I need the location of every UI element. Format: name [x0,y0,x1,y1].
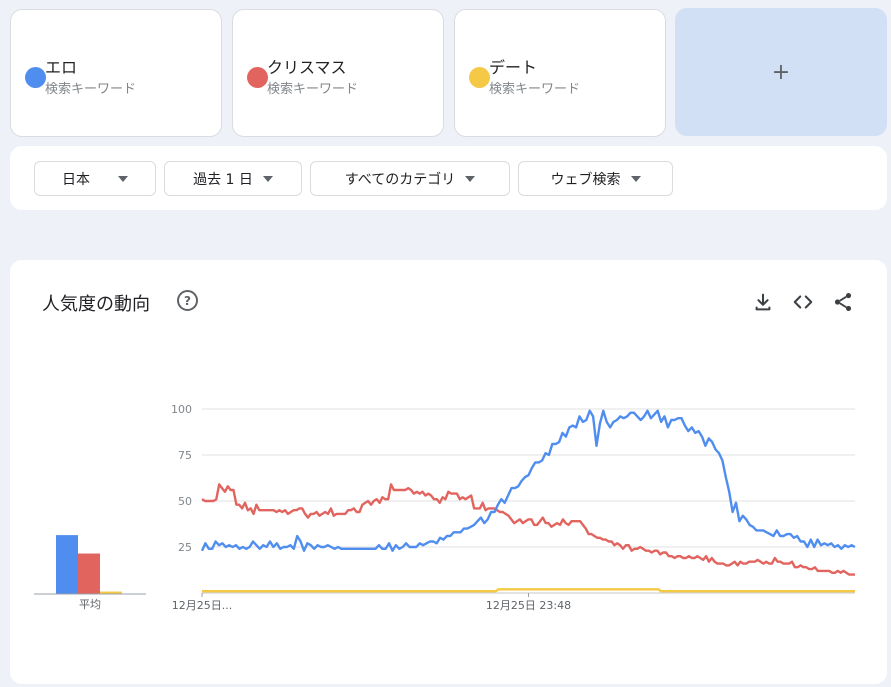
term-card-3[interactable]: デート 検索キーワード [454,9,666,137]
interest-line-chart: 25 50 75 100 12月25日... 12月25日 23:48 [171,403,856,612]
search-property-select[interactable]: ウェブ検索 [518,161,673,196]
average-bar-1 [56,535,78,594]
term-name[interactable]: クリスマス [267,58,347,77]
add-term-button[interactable]: + [675,8,887,136]
x-tick-label: 12月25日... [172,599,232,612]
download-icon[interactable] [752,291,774,313]
average-bar-chart: 平均 [34,535,146,611]
chevron-down-icon [118,175,128,182]
term-card-1[interactable]: エロ 検索キーワード [10,9,222,137]
chevron-down-icon [630,175,641,182]
term-card-2[interactable]: クリスマス 検索キーワード [232,9,444,137]
chevron-down-icon [262,175,273,182]
filter-bar: 日本 過去 1 日 すべてのカテゴリ ウェブ検索 [10,146,887,210]
panel-title: 人気度の動向 [42,294,150,315]
period-label: 過去 1 日 [193,171,253,188]
chevron-down-icon [465,175,476,182]
term-subtitle: 検索キーワード [489,82,581,97]
region-label: 日本 [62,171,90,188]
help-icon[interactable]: ? [177,290,198,311]
search-property-label: ウェブ検索 [550,171,621,188]
region-select[interactable]: 日本 [34,161,156,196]
interest-over-time-panel: 人気度の動向 ? 平均 25 50 75 100 12月25日... 12月25日 23… [10,260,887,684]
embed-code-icon[interactable] [792,291,814,313]
category-select[interactable]: すべてのカテゴリ [310,161,510,196]
period-select[interactable]: 過去 1 日 [164,161,302,196]
series-line-3 [202,588,855,593]
series-line-1 [200,409,856,552]
term-name[interactable]: エロ [45,58,78,77]
y-tick-label: 100 [171,403,192,416]
average-bar-2 [78,553,100,594]
y-tick-label: 50 [178,495,192,508]
series-line-2 [201,483,855,576]
x-tick-label: 12月25日 23:48 [486,599,571,612]
category-label: すべてのカテゴリ [344,171,456,188]
term-subtitle: 検索キーワード [267,82,359,97]
plus-icon: + [771,59,791,85]
term-subtitle: 検索キーワード [45,82,137,97]
y-tick-label: 25 [178,541,192,554]
average-label: 平均 [79,598,101,611]
term-color-dot [247,67,268,88]
share-icon[interactable] [832,291,854,313]
term-color-dot [25,67,46,88]
term-name[interactable]: デート [489,58,538,77]
y-tick-label: 75 [178,449,192,462]
average-bar-3 [100,591,122,594]
term-color-dot [469,67,490,88]
